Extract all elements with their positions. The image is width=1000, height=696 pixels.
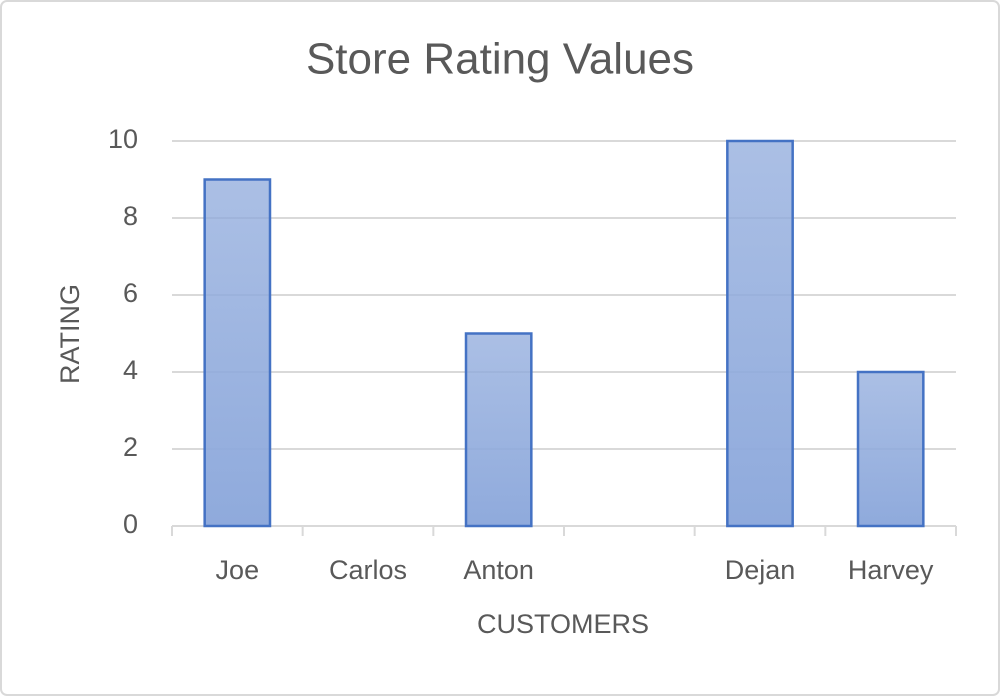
bar	[726, 139, 794, 528]
y-tick-label: 8	[123, 201, 138, 231]
y-tick-label: 2	[123, 432, 138, 462]
bar	[464, 332, 533, 528]
x-tick-label: Harvey	[848, 555, 934, 585]
y-tick-label: 10	[108, 124, 138, 154]
y-tick-label: 6	[123, 278, 138, 308]
bar	[856, 370, 925, 528]
y-tick-label: 0	[123, 509, 138, 539]
y-tick-label: 4	[123, 355, 138, 385]
y-axis-label: RATING	[55, 284, 85, 384]
x-tick-label: Anton	[463, 555, 534, 585]
x-tick-label: Carlos	[329, 555, 407, 585]
chart-title: Store Rating Values	[306, 35, 694, 84]
x-tick-label: Joe	[216, 555, 260, 585]
x-tick-label: Dejan	[725, 555, 796, 585]
bar	[203, 178, 272, 528]
x-axis-label: CUSTOMERS	[477, 609, 649, 639]
